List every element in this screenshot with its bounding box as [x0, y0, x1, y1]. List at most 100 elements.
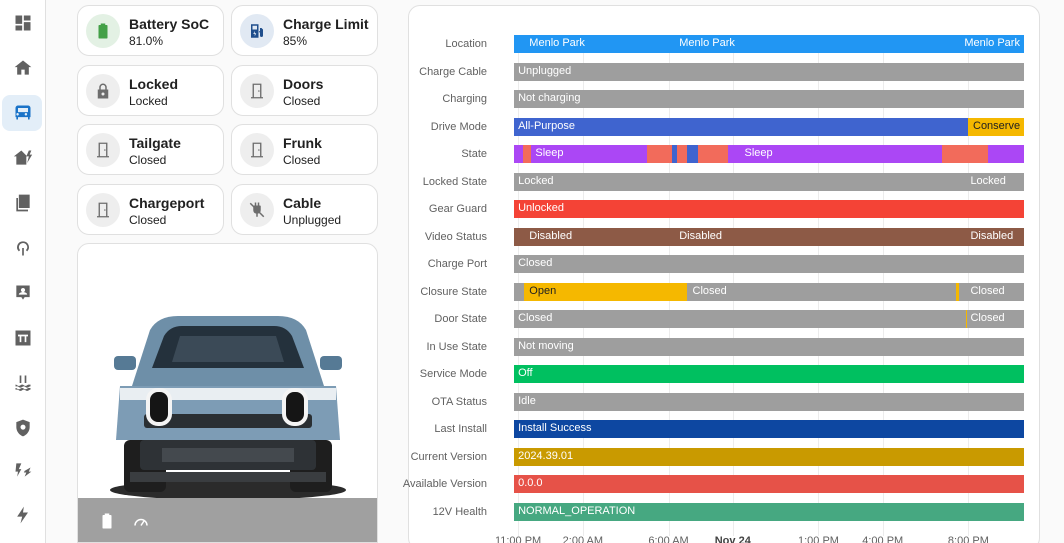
tile-name: Doors [283, 76, 324, 92]
segment-state-label: Conserve [973, 119, 1021, 132]
timeline-segment[interactable] [967, 310, 1024, 328]
door-closed-icon [86, 193, 120, 227]
timeline-segment[interactable] [514, 392, 1024, 411]
timeline-segment[interactable] [514, 475, 1024, 493]
timeline-segment[interactable] [966, 310, 968, 328]
timeline-segment[interactable] [514, 117, 968, 136]
history-timeline-card: 11:00 PM 2:00 AM 6:00 AM Nov 24 1:00 PM 4:00 … [403, 5, 1040, 543]
row-label-current-version: Current Version [410, 450, 487, 463]
timeline-segment[interactable] [524, 282, 688, 301]
nav-item-energy-home[interactable] [0, 140, 46, 176]
tile-frunk[interactable]: Frunk Closed [231, 124, 378, 175]
tile-cable[interactable]: Cable Unplugged [231, 184, 378, 235]
timeline-segment[interactable] [514, 447, 1024, 466]
timeline-segment[interactable] [514, 90, 1024, 108]
timeline-bar-ota-status[interactable]: Idle [514, 392, 1024, 411]
segment-state-label: Unplugged [518, 64, 572, 77]
timeline-bar-last-install[interactable]: Install Success [514, 420, 1024, 438]
tile-doors[interactable]: Doors Closed [231, 65, 378, 116]
tile-state: Closed [283, 94, 321, 108]
tile-charge-limit[interactable]: Charge Limit 85% [231, 5, 378, 56]
nav-item-energy[interactable] [0, 497, 46, 533]
door-closed-icon [240, 74, 274, 108]
nav-item-vehicle[interactable] [0, 95, 46, 131]
timeline-segment[interactable] [514, 172, 1024, 191]
timeline-bar-gear-guard[interactable]: Unlocked [514, 200, 1024, 218]
nav-item-contacts[interactable] [0, 275, 46, 311]
segment-state-label: Install Success [518, 422, 592, 434]
timeline-segment[interactable] [514, 337, 1024, 356]
timeline-segment[interactable] [514, 365, 1024, 383]
vehicle-card[interactable] [77, 243, 378, 543]
nav-item-power-grid[interactable] [0, 452, 46, 488]
nav-item-pi[interactable] [0, 320, 46, 356]
timeline-segment[interactable] [955, 282, 959, 301]
segment-state-label: Closed [518, 257, 553, 269]
timeline-bar-charge-port[interactable]: Closed [514, 255, 1024, 273]
timeline-segment[interactable] [514, 145, 524, 163]
tile-battery-soc[interactable]: Battery SoC 81.0% [77, 5, 224, 56]
battery-icon[interactable] [98, 512, 116, 530]
pool-icon [15, 375, 31, 391]
segment-state-label: All-Purpose [518, 119, 575, 132]
tile-chargeport[interactable]: Chargeport Closed [77, 184, 224, 235]
timeline-bar-state[interactable]: Sleep Sleep [514, 145, 1024, 163]
timeline-bar-charge-cable[interactable]: Unplugged [514, 62, 1024, 81]
timeline-segment[interactable] [514, 282, 525, 301]
segment-state-label: NORMAL_OPERATION [518, 504, 636, 517]
dashboard-icon [15, 15, 31, 31]
timeline-segment[interactable] [728, 145, 943, 163]
segment-state-label: Disabled [679, 229, 723, 242]
timeline-segment[interactable] [672, 145, 678, 163]
heat-pump-icon [17, 241, 29, 256]
timeline-bar-location[interactable]: Menlo Park Menlo Park Menlo Park [514, 35, 1024, 53]
timeline-segment[interactable] [967, 117, 1024, 136]
timeline-bar-in-use-state[interactable]: Not moving [514, 337, 1024, 356]
nav-item-library[interactable] [0, 185, 46, 221]
timeline-segment[interactable] [523, 145, 532, 163]
timeline-segment[interactable] [514, 35, 1024, 53]
tile-name: Frunk [283, 135, 322, 151]
timeline-segment[interactable] [514, 420, 1024, 438]
tile-tailgate[interactable]: Tailgate Closed [77, 124, 224, 175]
nav-item-pool[interactable] [0, 365, 46, 401]
segment-state-label: Closed [970, 284, 1005, 297]
timeline-segment[interactable] [988, 145, 1024, 163]
timeline-segment[interactable] [687, 145, 698, 163]
timeline-bar-12v-health[interactable]: NORMAL_OPERATION [514, 502, 1024, 521]
speedometer-icon[interactable] [132, 512, 150, 530]
timeline-segment[interactable] [958, 282, 1024, 301]
timeline-segment[interactable] [531, 145, 647, 163]
tile-locked[interactable]: Locked Locked [77, 65, 224, 116]
timeline-segment[interactable] [646, 145, 673, 163]
nav-item-overview[interactable] [0, 5, 46, 41]
timeline-bar-drive-mode[interactable]: All-Purpose Conserve [514, 117, 1024, 136]
row-label-drive-mode: Drive Mode [430, 120, 487, 133]
row-label-video-status: Video Status [424, 230, 487, 243]
timeline-segment[interactable] [514, 227, 1024, 246]
nav-item-home[interactable] [0, 50, 46, 86]
timeline-segment[interactable] [514, 255, 1024, 273]
timeline-bar-current-version[interactable]: 2024.39.01 [514, 447, 1024, 466]
timeline-segment[interactable] [697, 145, 729, 163]
row-label-gear-guard: Gear Guard [428, 203, 487, 215]
timeline-bar-closure-state[interactable]: Open Closed Closed [514, 282, 1024, 301]
nav-item-climate[interactable] [0, 230, 46, 266]
timeline-bar-video-status[interactable]: Disabled Disabled Disabled [514, 227, 1024, 246]
timeline-segment[interactable] [942, 145, 989, 163]
timeline-segment[interactable] [687, 282, 956, 301]
nav-item-security[interactable] [0, 410, 46, 446]
timeline-segment[interactable] [677, 145, 688, 163]
row-label-charge-port: Charge Port [427, 258, 487, 270]
contact-card-icon [16, 285, 30, 300]
timeline-bar-charging[interactable]: Not charging [514, 90, 1024, 108]
timeline-segment[interactable] [514, 200, 1024, 218]
timeline-segment[interactable] [514, 310, 967, 328]
timeline-bar-available-version[interactable]: 0.0.0 [514, 475, 1024, 493]
home-lightning-icon [13, 150, 33, 165]
timeline-segment[interactable] [514, 502, 1024, 521]
timeline-bar-service-mode[interactable]: Off [514, 365, 1024, 383]
timeline-segment[interactable] [514, 62, 1024, 81]
timeline-bar-locked-state[interactable]: Locked Locked [514, 172, 1024, 191]
timeline-bar-door-state[interactable]: Closed Closed [514, 310, 1024, 328]
